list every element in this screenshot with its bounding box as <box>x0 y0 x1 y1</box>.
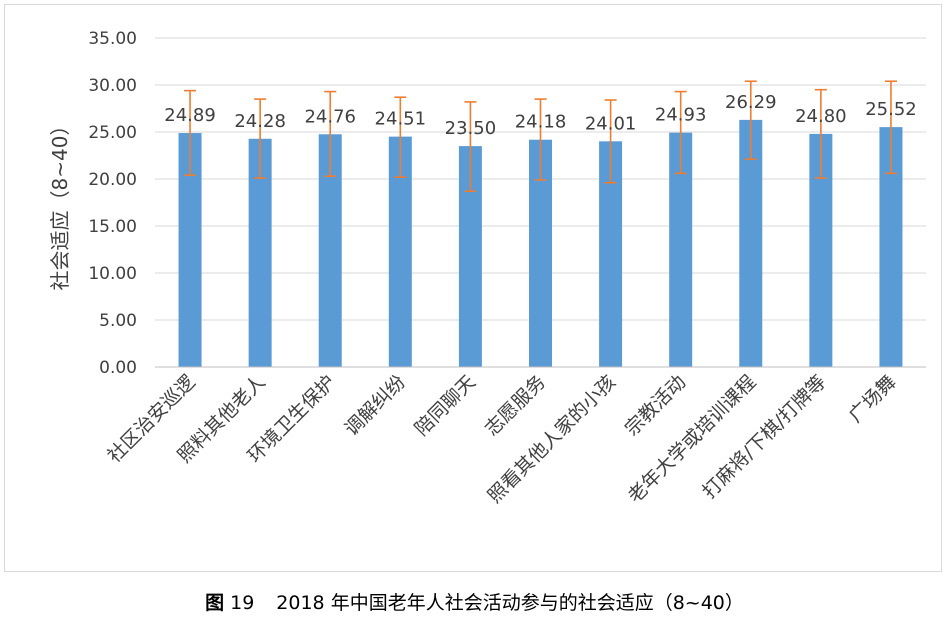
data-label: 24.93 <box>655 105 707 126</box>
data-label: 24.76 <box>304 106 356 127</box>
y-tick-label: 35.00 <box>88 29 137 49</box>
bar <box>458 146 482 367</box>
y-tick-label: 15.00 <box>88 217 137 237</box>
y-tick-label: 10.00 <box>88 264 137 284</box>
y-axis-title: 社会适应（8~40） <box>48 116 72 291</box>
bar <box>178 133 202 367</box>
bar <box>669 132 693 367</box>
bar <box>809 133 833 367</box>
data-label: 24.28 <box>234 111 286 132</box>
y-tick-label: 20.00 <box>88 170 137 190</box>
figure-caption: 图 19 2018 年中国老年人社会活动参与的社会适应（8~40） <box>0 588 949 615</box>
chart-frame: 0.00 5.00 10.00 15.00 20.00 25.00 30.00 35.00 社会… <box>4 4 942 572</box>
data-label: 24.51 <box>375 109 427 130</box>
data-label: 25.52 <box>865 99 917 120</box>
bar <box>739 119 763 368</box>
caption-label: 图 <box>205 592 225 614</box>
y-tick-label: 30.00 <box>88 76 137 96</box>
data-label: 24.18 <box>515 112 567 133</box>
caption-title: 2018 年中国老年人社会活动参与的社会适应（8~40） <box>276 592 744 614</box>
caption-number: 19 <box>230 592 255 614</box>
x-tick-label: 志愿服务 <box>481 371 550 440</box>
bar <box>388 136 412 367</box>
data-label: 24.80 <box>795 106 847 127</box>
bar <box>599 141 623 367</box>
bar <box>529 139 552 367</box>
x-tick-label: 调解纠纷 <box>341 371 410 440</box>
x-tick-label: 打麻将/下棋/打牌等 <box>698 371 830 503</box>
x-tick-label: 广场舞 <box>845 371 901 427</box>
bar-chart: 0.00 5.00 10.00 15.00 20.00 25.00 30.00 35.00 社会… <box>48 29 926 507</box>
x-tick-label: 陪同聊天 <box>411 371 480 440</box>
y-tick-label: 5.00 <box>99 311 137 331</box>
y-tick-label: 25.00 <box>88 123 137 143</box>
data-label: 23.50 <box>445 118 497 139</box>
y-tick-label: 0.00 <box>99 358 137 378</box>
data-label: 24.01 <box>585 113 637 134</box>
bar <box>879 127 903 367</box>
x-tick-label: 宗教活动 <box>621 371 690 440</box>
bar <box>248 138 272 367</box>
data-label: 24.89 <box>164 105 216 126</box>
bar <box>318 134 342 367</box>
x-tick-label: 照看其他人家的小孩 <box>484 371 620 507</box>
x-tick-label: 老年大学或培训课程 <box>624 371 760 507</box>
data-label: 26.29 <box>725 92 777 113</box>
